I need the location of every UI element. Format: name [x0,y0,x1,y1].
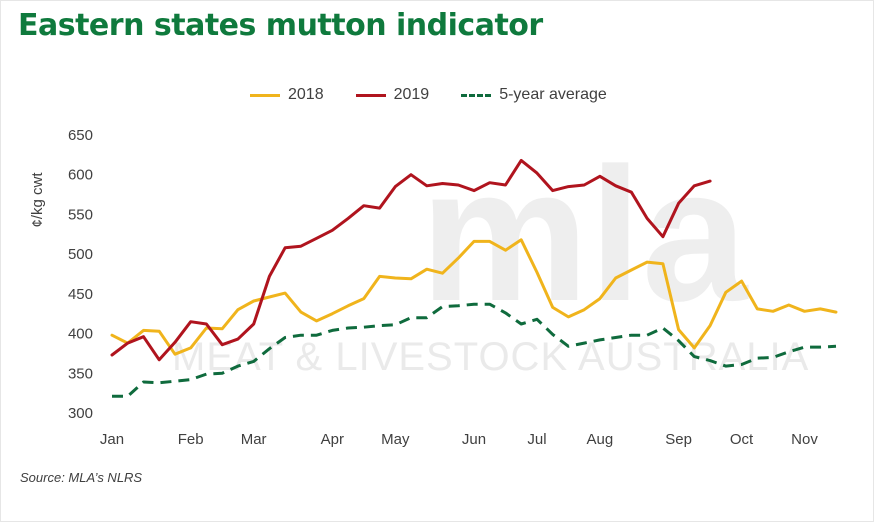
y-tick-label: 650 [68,127,93,144]
x-tick-label: Feb [178,431,204,448]
legend-item-5-year-average: 5-year average [461,86,607,104]
y-tick-label: 600 [68,167,93,184]
legend-label-2019: 2019 [393,86,430,103]
legend-item-2019: 2019 [355,86,430,104]
legend-swatch-2019 [355,93,386,97]
y-tick-label: 300 [68,405,93,422]
x-tick-label: Jun [462,431,486,448]
y-axis-title: ¢/kg cwt [29,172,46,228]
y-tick-label: 450 [68,286,93,303]
y-tick-label: 550 [68,206,93,223]
series-layer [110,158,838,398]
y-tick-label: 500 [68,246,93,263]
x-tick-label: May [381,431,410,448]
x-tick-label: Jan [100,431,124,448]
x-tick-label: Apr [321,431,344,448]
legend-swatch-5-year-average [461,93,492,97]
x-tick-label: Sep [665,431,692,448]
x-tick-label: Aug [587,431,614,448]
y-axis-ticks: 300 350 400 450 500 550 600 650 [68,127,93,422]
legend-label-5-year-average: 5-year average [499,86,607,103]
legend-item-2018: 2018 [250,86,324,104]
x-axis-ticks: Jan Feb Mar Apr May Jun Jul Aug Sep Oct Nov [100,431,818,448]
y-tick-label: 400 [68,326,93,343]
x-tick-label: Mar [241,431,267,448]
chart-legend: 2018 2019 5-year average [250,84,607,106]
x-tick-label: Nov [791,431,818,448]
series-line-5-year-average [112,302,837,398]
source-note: Source: MLA’s NLRS [20,470,143,485]
chart-title: Eastern states mutton indicator [18,8,543,43]
watermark-text: MEAT & LIVESTOCK AUSTRALIA [172,335,809,379]
watermark: mla MEAT & LIVESTOCK AUSTRALIA [172,129,809,379]
y-tick-label: 350 [68,365,93,382]
x-tick-label: Jul [527,431,546,448]
legend-label-2018: 2018 [288,86,324,103]
series-line-2019 [110,158,712,362]
legend-swatch-2018 [250,93,280,97]
x-tick-label: Oct [730,431,754,448]
series-line-2018 [110,238,838,356]
